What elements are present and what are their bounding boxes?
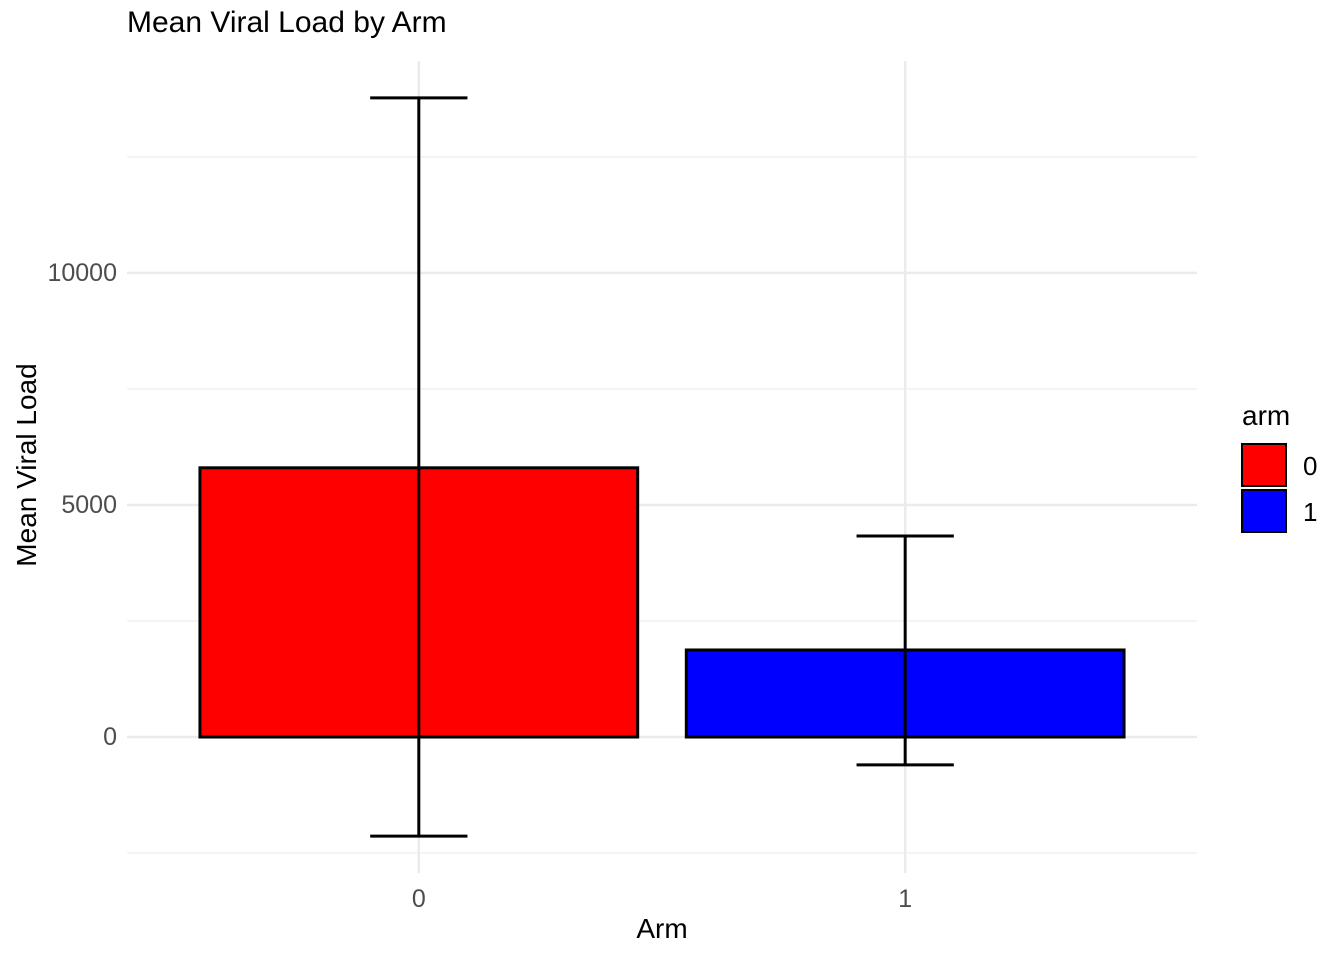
legend-title: arm [1242, 400, 1291, 431]
y-tick-label-0: 0 [103, 723, 117, 751]
y-axis-title: Mean Viral Load [11, 363, 42, 567]
x-tick-label-1: 1 [898, 885, 913, 913]
y-tick-label-5000: 5000 [61, 490, 117, 519]
chart-title: Mean Viral Load by Arm [127, 6, 447, 39]
legend-label-arm-0: 0 [1303, 451, 1318, 481]
legend-label-arm-1: 1 [1303, 497, 1318, 527]
x-tick-label-0: 0 [411, 885, 426, 913]
x-axis-title: Arm [636, 913, 688, 944]
legend-swatch-arm-0 [1241, 443, 1287, 487]
legend-swatch-arm-1 [1241, 489, 1287, 533]
y-tick-label-10000: 10000 [47, 258, 117, 287]
